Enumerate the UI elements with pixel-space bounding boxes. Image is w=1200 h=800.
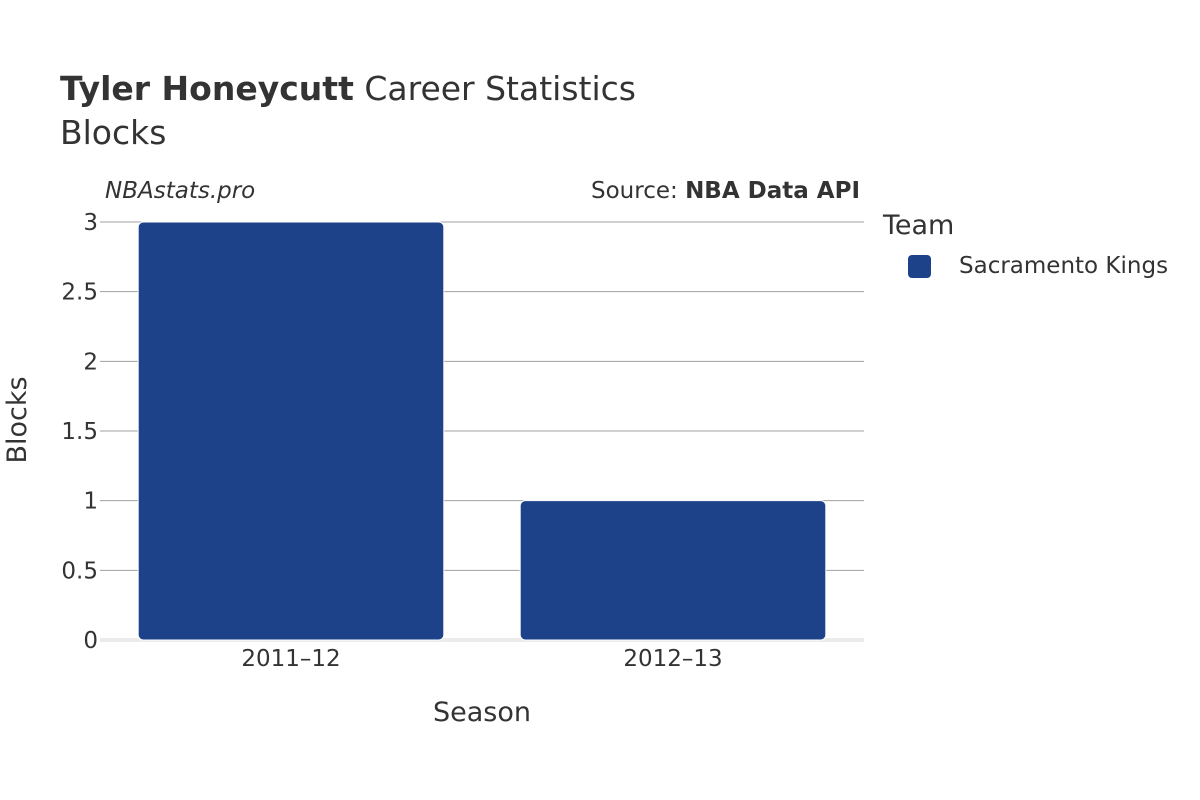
- legend-title: Team: [883, 210, 955, 241]
- y-tick-label: 1.5: [61, 419, 98, 445]
- source-name: NBA Data API: [685, 178, 860, 204]
- legend-item[interactable]: Sacramento Kings: [908, 253, 1168, 279]
- bar[interactable]: [519, 500, 827, 641]
- bar[interactable]: [137, 221, 445, 641]
- chart-subtitle: Blocks: [60, 113, 167, 152]
- source-credit: Source: NBA Data API: [591, 178, 860, 204]
- x-tick-label: 2012–13: [623, 646, 722, 672]
- x-tick-labels: 2011–12 2012–13: [241, 646, 722, 672]
- y-tick-labels: 0 0.5 1 1.5 2 2.5 3: [61, 210, 98, 654]
- chart-title-player: Tyler Honeycutt: [60, 69, 354, 108]
- x-tick-label: 2011–12: [241, 646, 340, 672]
- source-prefix: Source:: [591, 178, 686, 204]
- y-axis-label: Blocks: [2, 376, 33, 463]
- chart-title: Tyler Honeycutt Career Statistics: [60, 68, 636, 110]
- y-tick-label: 2.5: [61, 280, 98, 306]
- legend-item-label: Sacramento Kings: [959, 253, 1169, 279]
- y-tick-label: 3: [83, 210, 98, 236]
- y-tick-label: 0.5: [61, 558, 98, 584]
- y-tick-label: 2: [83, 349, 98, 375]
- bars: [137, 221, 827, 641]
- watermark: NBAstats.pro: [105, 178, 256, 204]
- x-axis-label: Season: [433, 697, 531, 728]
- y-tick-label: 0: [83, 628, 98, 654]
- y-tick-label: 1: [83, 489, 98, 515]
- chart-title-rest: Career Statistics: [353, 69, 636, 108]
- legend-swatch: [908, 254, 931, 278]
